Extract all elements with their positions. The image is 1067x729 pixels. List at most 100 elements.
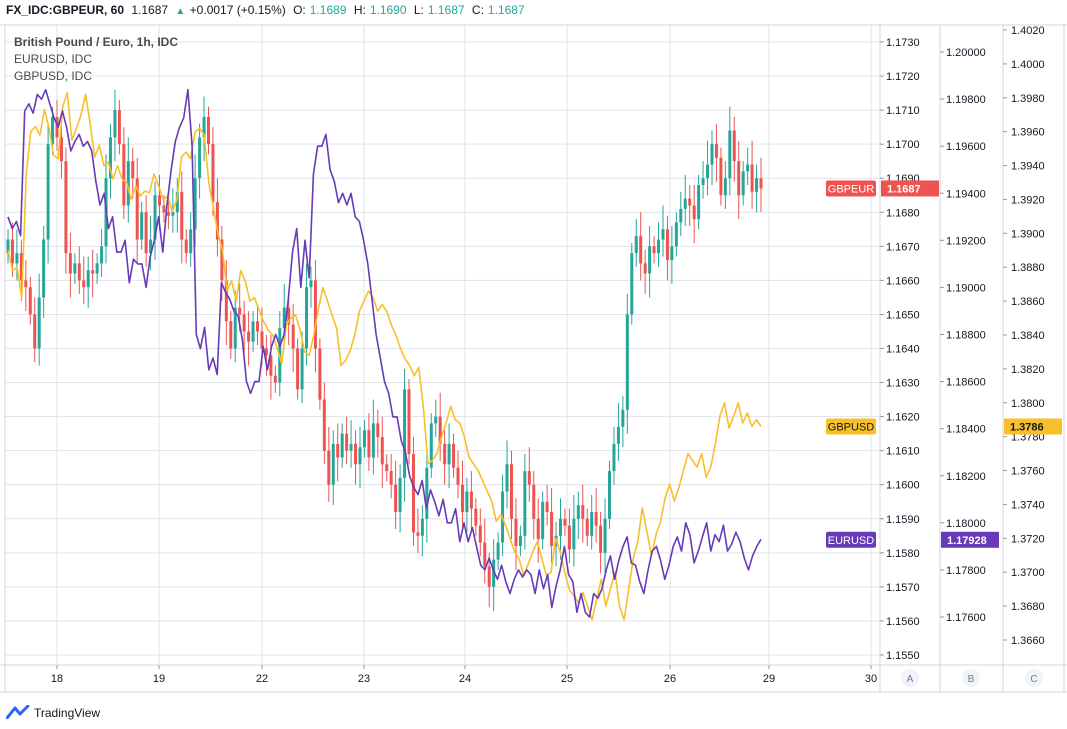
candle-body [282, 307, 286, 329]
candle-body [558, 518, 562, 536]
candle-body [509, 464, 513, 519]
candle-body [131, 161, 135, 179]
low-label: L: [413, 3, 424, 17]
axis-B-tick-label: 1.19000 [946, 282, 986, 294]
candle-body [233, 307, 237, 349]
axis-B-badge [962, 669, 980, 687]
candle-body [576, 505, 580, 519]
legend-main-series[interactable]: British Pound / Euro, 1h, IDC [14, 35, 179, 49]
axis-A-tick-label: 1.1730 [886, 37, 920, 49]
high-value: 1.1690 [369, 3, 407, 17]
candle-body [661, 229, 665, 240]
candle-body [309, 280, 313, 288]
candle-body [563, 518, 567, 526]
candle-body [180, 191, 184, 240]
candle-body [514, 518, 518, 547]
candle-body [238, 307, 242, 315]
axis-C-tick-label: 1.3980 [1011, 93, 1045, 105]
candle-body [496, 542, 500, 560]
candle-body [425, 467, 429, 519]
candle-body [380, 437, 384, 465]
candle-body [634, 236, 638, 254]
legend-gbpusd[interactable]: GBPUSD, IDC [14, 69, 93, 83]
candle-body [657, 239, 661, 254]
candle-body [229, 321, 233, 349]
candle-body [755, 178, 759, 192]
candle-body [429, 423, 433, 468]
axis-C-badge [1025, 669, 1043, 687]
gbpusd-badge-value-bg [1004, 418, 1062, 435]
candle-body [291, 324, 295, 349]
candle-body [149, 239, 153, 254]
axis-C-tick-label: 1.3740 [1011, 499, 1045, 511]
brand[interactable]: TradingView [5, 704, 100, 722]
chart-frame [0, 24, 1067, 693]
time-tick-label: 24 [459, 673, 471, 685]
axis-A-label: A [907, 674, 914, 685]
candle-body [750, 164, 754, 192]
legend-eurusd[interactable]: EURUSD, IDC [14, 52, 93, 66]
axis-A-tick-label: 1.1590 [886, 514, 920, 526]
candle-body [256, 321, 260, 332]
candle-body [331, 443, 335, 485]
candle-body [362, 430, 366, 448]
candle-body [407, 389, 411, 455]
candle-body [443, 443, 447, 465]
axis-B-tick-label: 1.20000 [946, 47, 986, 59]
candle-body [55, 116, 59, 138]
open-value: 1.1689 [309, 3, 347, 17]
candle-body [550, 511, 554, 547]
axis-A-tick-label: 1.1680 [886, 207, 920, 219]
axis-B-tick-label: 1.19200 [946, 235, 986, 247]
axis-C-tick-label: 1.3900 [1011, 228, 1045, 240]
axis-B-tick-label: 1.18600 [946, 377, 986, 389]
axis-A-tick-label: 1.1660 [886, 275, 920, 287]
candle-body [340, 433, 344, 458]
candle-body [465, 491, 469, 512]
chart-legend: British Pound / Euro, 1h, IDC EURUSD, ID… [14, 34, 178, 85]
time-tick-label: 29 [763, 673, 775, 685]
candle-body [688, 198, 692, 206]
price-change: +0.0017 (+0.15%) [189, 3, 286, 17]
candle-body [505, 464, 509, 492]
candle-body [728, 130, 732, 179]
candle-body [51, 116, 55, 145]
candle-body [652, 246, 656, 254]
candle-body [122, 144, 126, 206]
candle-body [643, 263, 647, 274]
candle-body [567, 525, 571, 550]
symbol-title[interactable]: FX_IDC:GBPEUR, 60 [6, 3, 125, 17]
candle-body [483, 542, 487, 567]
candle-body [171, 212, 175, 216]
eurusd-badge-label-bg [826, 531, 876, 548]
close-value: 1.1687 [487, 3, 525, 17]
candle-body [327, 450, 331, 485]
candle-body [273, 375, 277, 383]
candle-body [296, 348, 300, 390]
axis-A-tick-label: 1.1570 [886, 582, 920, 594]
candle-body [460, 484, 464, 512]
candle-body [616, 426, 620, 444]
candle-body [19, 253, 23, 281]
candle-body [46, 144, 50, 240]
candle-body [394, 484, 398, 512]
axis-A-tick-label: 1.1580 [886, 548, 920, 560]
candle-body [670, 246, 674, 260]
axis-A-tick-label: 1.1710 [886, 105, 920, 117]
high-label: H: [353, 3, 366, 17]
time-axis[interactable]: 18 19 22 23 24 25 26 29 30 [51, 665, 877, 685]
candle-body [572, 518, 576, 550]
candle-body [648, 246, 652, 274]
candle-body [474, 508, 478, 526]
candle-body [518, 535, 522, 547]
candle-body [398, 477, 402, 512]
candle-body [389, 471, 393, 485]
time-tick-label: 22 [256, 673, 268, 685]
time-tick-label: 25 [561, 673, 573, 685]
candle-body [117, 110, 121, 145]
axis-C-tick-label: 1.4000 [1011, 59, 1045, 71]
candle-body [135, 178, 139, 240]
price-axes[interactable]: 1.17301.17201.17101.17001.16901.16801.16… [880, 25, 1045, 687]
candle-body [701, 178, 705, 186]
